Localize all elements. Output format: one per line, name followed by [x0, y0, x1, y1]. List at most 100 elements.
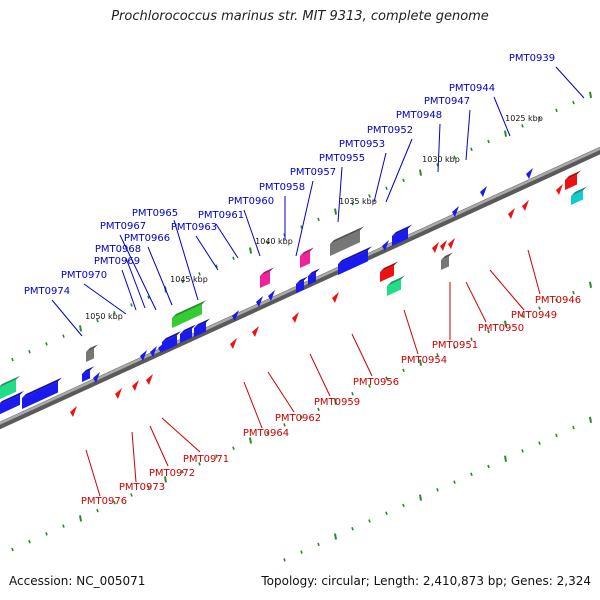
gene-block-blue-shade [338, 246, 372, 264]
gene-block-mint-shade [387, 275, 405, 286]
gene-block-mint-shade [0, 375, 20, 388]
leader-line [527, 249, 541, 295]
leader-line [119, 234, 157, 311]
gene-arrow-red [522, 200, 529, 211]
tick-mark [96, 508, 99, 513]
tick-mark [419, 169, 422, 176]
tick-mark [79, 325, 82, 332]
leader-line [85, 449, 101, 497]
gene-block-blue [82, 370, 90, 382]
leader-line [161, 417, 201, 453]
leader-line [309, 353, 331, 397]
gene-label-pmt0963: PMT0963 [171, 222, 217, 233]
tick-mark [198, 272, 201, 276]
gene-arrow-red [440, 240, 447, 251]
gene-block-blue-shade [22, 377, 62, 398]
gene-block-mint [0, 379, 16, 400]
gene-block-gray-shade [86, 344, 98, 352]
gene-block-gray [330, 230, 360, 256]
gene-label-pmt0954: PMT0954 [401, 355, 447, 366]
tick-mark [504, 320, 507, 327]
gene-label-pmt0950: PMT0950 [478, 323, 524, 334]
leader-line [131, 431, 137, 483]
tick-mark [436, 488, 439, 492]
gene-label-pmt0971: PMT0971 [183, 454, 229, 465]
gene-block-blue-shade [180, 324, 196, 334]
tick-mark [351, 202, 354, 206]
tick-mark [266, 240, 269, 245]
tick-mark [368, 384, 371, 388]
gene-arrow-red [230, 338, 237, 349]
tick-mark [453, 480, 456, 484]
gene-label-pmt0959: PMT0959 [314, 397, 360, 408]
gene-label-pmt0968: PMT0968 [95, 244, 141, 255]
gene-label-pmt0949: PMT0949 [511, 310, 557, 321]
leader-line [373, 152, 387, 203]
scale-label: 1025 kbp [505, 114, 543, 123]
gene-block-blue-shade [82, 366, 94, 374]
gene-labels: PMT0939 PMT0944 PMT0947 PMT0948 PMT0952 PMT09… [24, 53, 581, 507]
gene-block-gray-shade [330, 226, 364, 244]
gene-block-blue-shade [308, 268, 320, 276]
tick-mark [419, 494, 422, 501]
gene-block-red-shade [380, 261, 398, 272]
gene-block-mint [387, 279, 401, 296]
gene-block-blue [338, 250, 368, 275]
gene-arrow-red [70, 406, 77, 417]
tick-mark [317, 542, 320, 547]
tick-mark [385, 376, 388, 380]
tick-mark [589, 281, 592, 288]
gene-arrow-red [132, 380, 139, 391]
leader-line [437, 123, 441, 173]
accession-text: Accession: NC_005071 [9, 574, 146, 588]
gene-label-pmt0970: PMT0970 [61, 270, 107, 281]
tick-mark [402, 503, 405, 508]
gene-block-blue [22, 381, 58, 409]
tick-mark [538, 116, 541, 120]
gene-label-pmt0960: PMT0960 [228, 196, 274, 207]
tick-mark [504, 455, 507, 462]
leader-line [149, 425, 169, 467]
scale-label: 1030 kbp [422, 155, 460, 164]
leader-line [147, 246, 173, 306]
tick-mark [334, 533, 337, 540]
gene-arrow-red [508, 208, 515, 219]
tick-mark [334, 398, 337, 405]
gene-arrow-blue [452, 206, 459, 217]
tick-mark [283, 423, 286, 427]
gene-label-pmt0955: PMT0955 [319, 153, 365, 164]
tick-mark [555, 108, 558, 113]
gene-arrow-red [292, 312, 299, 323]
gene-arrow-blue [268, 290, 275, 301]
gene-block-magenta-shade [260, 267, 274, 276]
leader-line [83, 283, 127, 315]
gene-arrow-blue [232, 310, 239, 321]
gene-label-pmt0952: PMT0952 [367, 125, 413, 136]
tick-mark [266, 430, 269, 435]
tick-mark [181, 469, 184, 474]
tick-mark [28, 539, 31, 544]
gene-block-blue-shade [0, 390, 24, 405]
gene-block-red [380, 265, 394, 282]
gene-features [0, 168, 587, 417]
gene-arrow-blue [140, 350, 147, 361]
gene-arrow-blue [150, 346, 157, 357]
gene-label-pmt0951: PMT0951 [432, 340, 478, 351]
tick-mark [283, 558, 286, 562]
leader-line [493, 96, 511, 137]
tick-mark [487, 329, 490, 334]
tick-mark [62, 524, 65, 528]
gene-block-magenta-shade [300, 247, 314, 256]
tick-mark [470, 472, 473, 477]
gene-label-pmt0957: PMT0957 [290, 167, 336, 178]
tick-mark [453, 345, 456, 349]
tick-mark [402, 178, 405, 183]
leader-line [337, 166, 343, 223]
gene-label-pmt0973: PMT0973 [119, 482, 165, 493]
tick-mark [555, 298, 558, 303]
tick-mark [572, 100, 575, 105]
map-title: Prochlorococcus marinus str. MIT 9313, c… [111, 9, 489, 24]
gene-block-blue-shade [162, 331, 181, 342]
tick-mark [79, 515, 82, 522]
gene-label-pmt0961: PMT0961 [198, 210, 244, 221]
